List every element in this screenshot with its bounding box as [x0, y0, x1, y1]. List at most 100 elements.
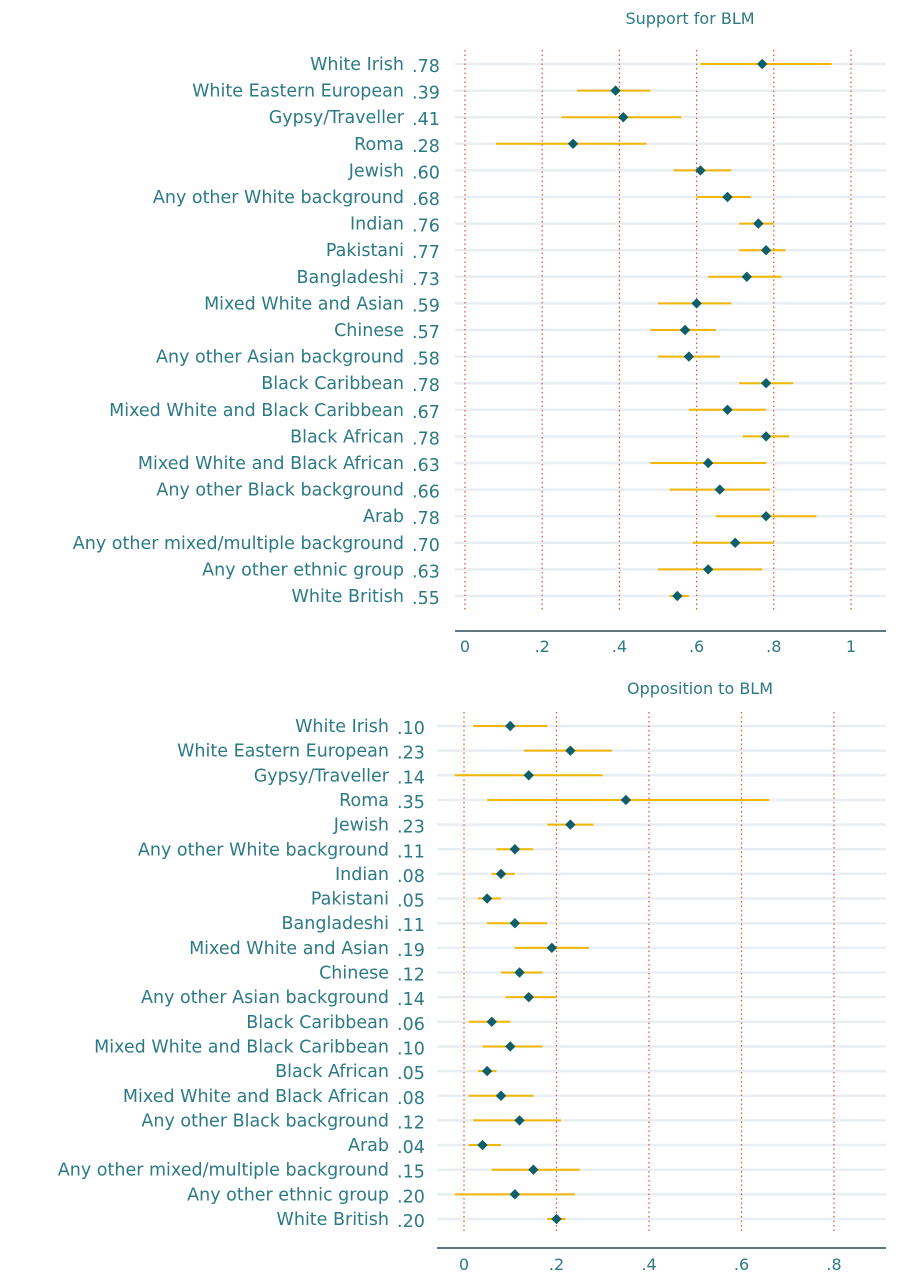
value-label: .78 [412, 429, 440, 449]
category-label: Black Caribbean [246, 1013, 389, 1033]
x-tick-label: 0 [459, 1255, 469, 1273]
x-tick-label: .8 [826, 1255, 841, 1273]
point-estimate-marker [509, 844, 521, 855]
value-label: .12 [397, 1113, 425, 1133]
value-label: .73 [412, 270, 440, 290]
category-label: Any other ethnic group [202, 560, 404, 580]
value-label: .63 [412, 562, 440, 582]
category-label: White British [292, 587, 404, 607]
point-estimate-marker [514, 967, 525, 978]
point-estimate-marker [618, 112, 629, 123]
value-label: .58 [412, 350, 440, 370]
value-label: .76 [412, 217, 440, 237]
category-label: Any other mixed/multiple background [73, 534, 404, 554]
value-label: .23 [397, 818, 425, 838]
value-label: .39 [412, 84, 440, 104]
point-estimate-marker [730, 537, 741, 548]
point-estimate-marker [753, 218, 764, 229]
point-estimate-marker [523, 991, 534, 1003]
x-tick-label: .2 [535, 637, 550, 656]
point-estimate-marker [679, 324, 691, 336]
value-label: .20 [397, 1187, 425, 1207]
point-estimate-marker [760, 378, 772, 389]
category-label: Indian [350, 215, 404, 235]
point-estimate-marker [481, 893, 493, 904]
category-label: Any other ethnic group [187, 1185, 389, 1205]
value-label: .63 [412, 456, 440, 476]
category-label: Roma [339, 791, 389, 811]
point-estimate-marker [610, 85, 621, 96]
category-label: Indian [335, 865, 389, 885]
category-label: White Irish [310, 55, 404, 75]
point-estimate-marker [509, 918, 521, 929]
point-estimate-marker [760, 511, 772, 522]
point-estimate-marker [565, 745, 576, 756]
point-estimate-marker [722, 404, 733, 415]
point-estimate-marker [702, 457, 714, 469]
category-label: Bangladeshi [297, 268, 404, 288]
category-label: Black Caribbean [261, 374, 404, 394]
point-estimate-marker [714, 484, 725, 495]
point-estimate-marker [565, 819, 576, 830]
value-label: .59 [412, 296, 440, 316]
value-label: .67 [412, 403, 440, 423]
point-estimate-marker [567, 138, 579, 149]
support-panel: Support for BLM 0 .2 .4 .6 .8 1 White Irish .78 W… [73, 9, 886, 656]
value-label: .28 [412, 137, 440, 157]
category-label: Arab [348, 1136, 389, 1156]
category-label: White Eastern European [177, 742, 389, 762]
point-estimate-marker [523, 770, 534, 781]
x-tick-label: .6 [689, 637, 704, 656]
category-label: White Irish [295, 717, 389, 737]
value-label: .06 [397, 1015, 425, 1035]
category-label: Black African [275, 1062, 389, 1082]
category-label: Any other Asian background [141, 988, 389, 1008]
point-estimate-marker [486, 1016, 497, 1027]
category-label: Pakistani [311, 890, 389, 910]
point-estimate-marker [514, 1115, 525, 1126]
value-label: .04 [397, 1138, 425, 1158]
category-label: Roma [354, 135, 404, 155]
value-label: .23 [397, 744, 425, 764]
category-label: White Eastern European [192, 82, 404, 102]
value-label: .57 [412, 323, 440, 343]
category-label: White British [277, 1210, 389, 1230]
category-label: Mixed White and Black Caribbean [109, 401, 404, 421]
point-estimate-marker [691, 298, 702, 309]
category-label: Mixed White and Black African [123, 1087, 389, 1107]
value-label: .12 [397, 966, 425, 986]
point-estimate-marker [722, 191, 733, 203]
value-label: .14 [397, 990, 425, 1010]
value-label: .78 [412, 509, 440, 529]
opposition-panel: Opposition to BLM 0 .2 .4 .6 .8 White Irish .10… [58, 679, 886, 1273]
point-estimate-marker [495, 868, 507, 880]
point-estimate-marker [477, 1139, 488, 1151]
category-label: Pakistani [326, 241, 404, 261]
category-label: Any other Black background [141, 1111, 389, 1131]
point-estimate-marker [702, 564, 714, 575]
opposition-chart-title: Opposition to BLM [627, 679, 773, 698]
x-tick-label: 0 [460, 637, 470, 656]
point-estimate-marker [528, 1164, 539, 1175]
point-estimate-marker [505, 720, 516, 732]
category-label: Mixed White and Asian [204, 294, 404, 314]
value-label: .05 [397, 1064, 425, 1084]
value-label: .35 [397, 793, 425, 813]
category-label: Gypsy/Traveller [269, 108, 405, 128]
value-label: .15 [397, 1163, 425, 1183]
value-label: .05 [397, 892, 425, 912]
x-tick-label: 1 [846, 637, 856, 656]
category-label: Any other White background [153, 188, 404, 208]
point-estimate-marker [741, 271, 752, 282]
x-tick-label: .2 [549, 1255, 564, 1273]
value-label: .20 [397, 1212, 425, 1232]
category-label: Mixed White and Black Caribbean [94, 1037, 389, 1057]
category-label: Any other Black background [156, 481, 404, 501]
point-estimate-marker [757, 58, 768, 70]
category-label: Mixed White and Black African [138, 454, 404, 474]
value-label: .78 [412, 376, 440, 396]
value-label: .10 [397, 1039, 425, 1059]
value-label: .60 [412, 163, 440, 183]
point-estimate-marker [505, 1041, 516, 1052]
value-label: .41 [412, 110, 440, 130]
